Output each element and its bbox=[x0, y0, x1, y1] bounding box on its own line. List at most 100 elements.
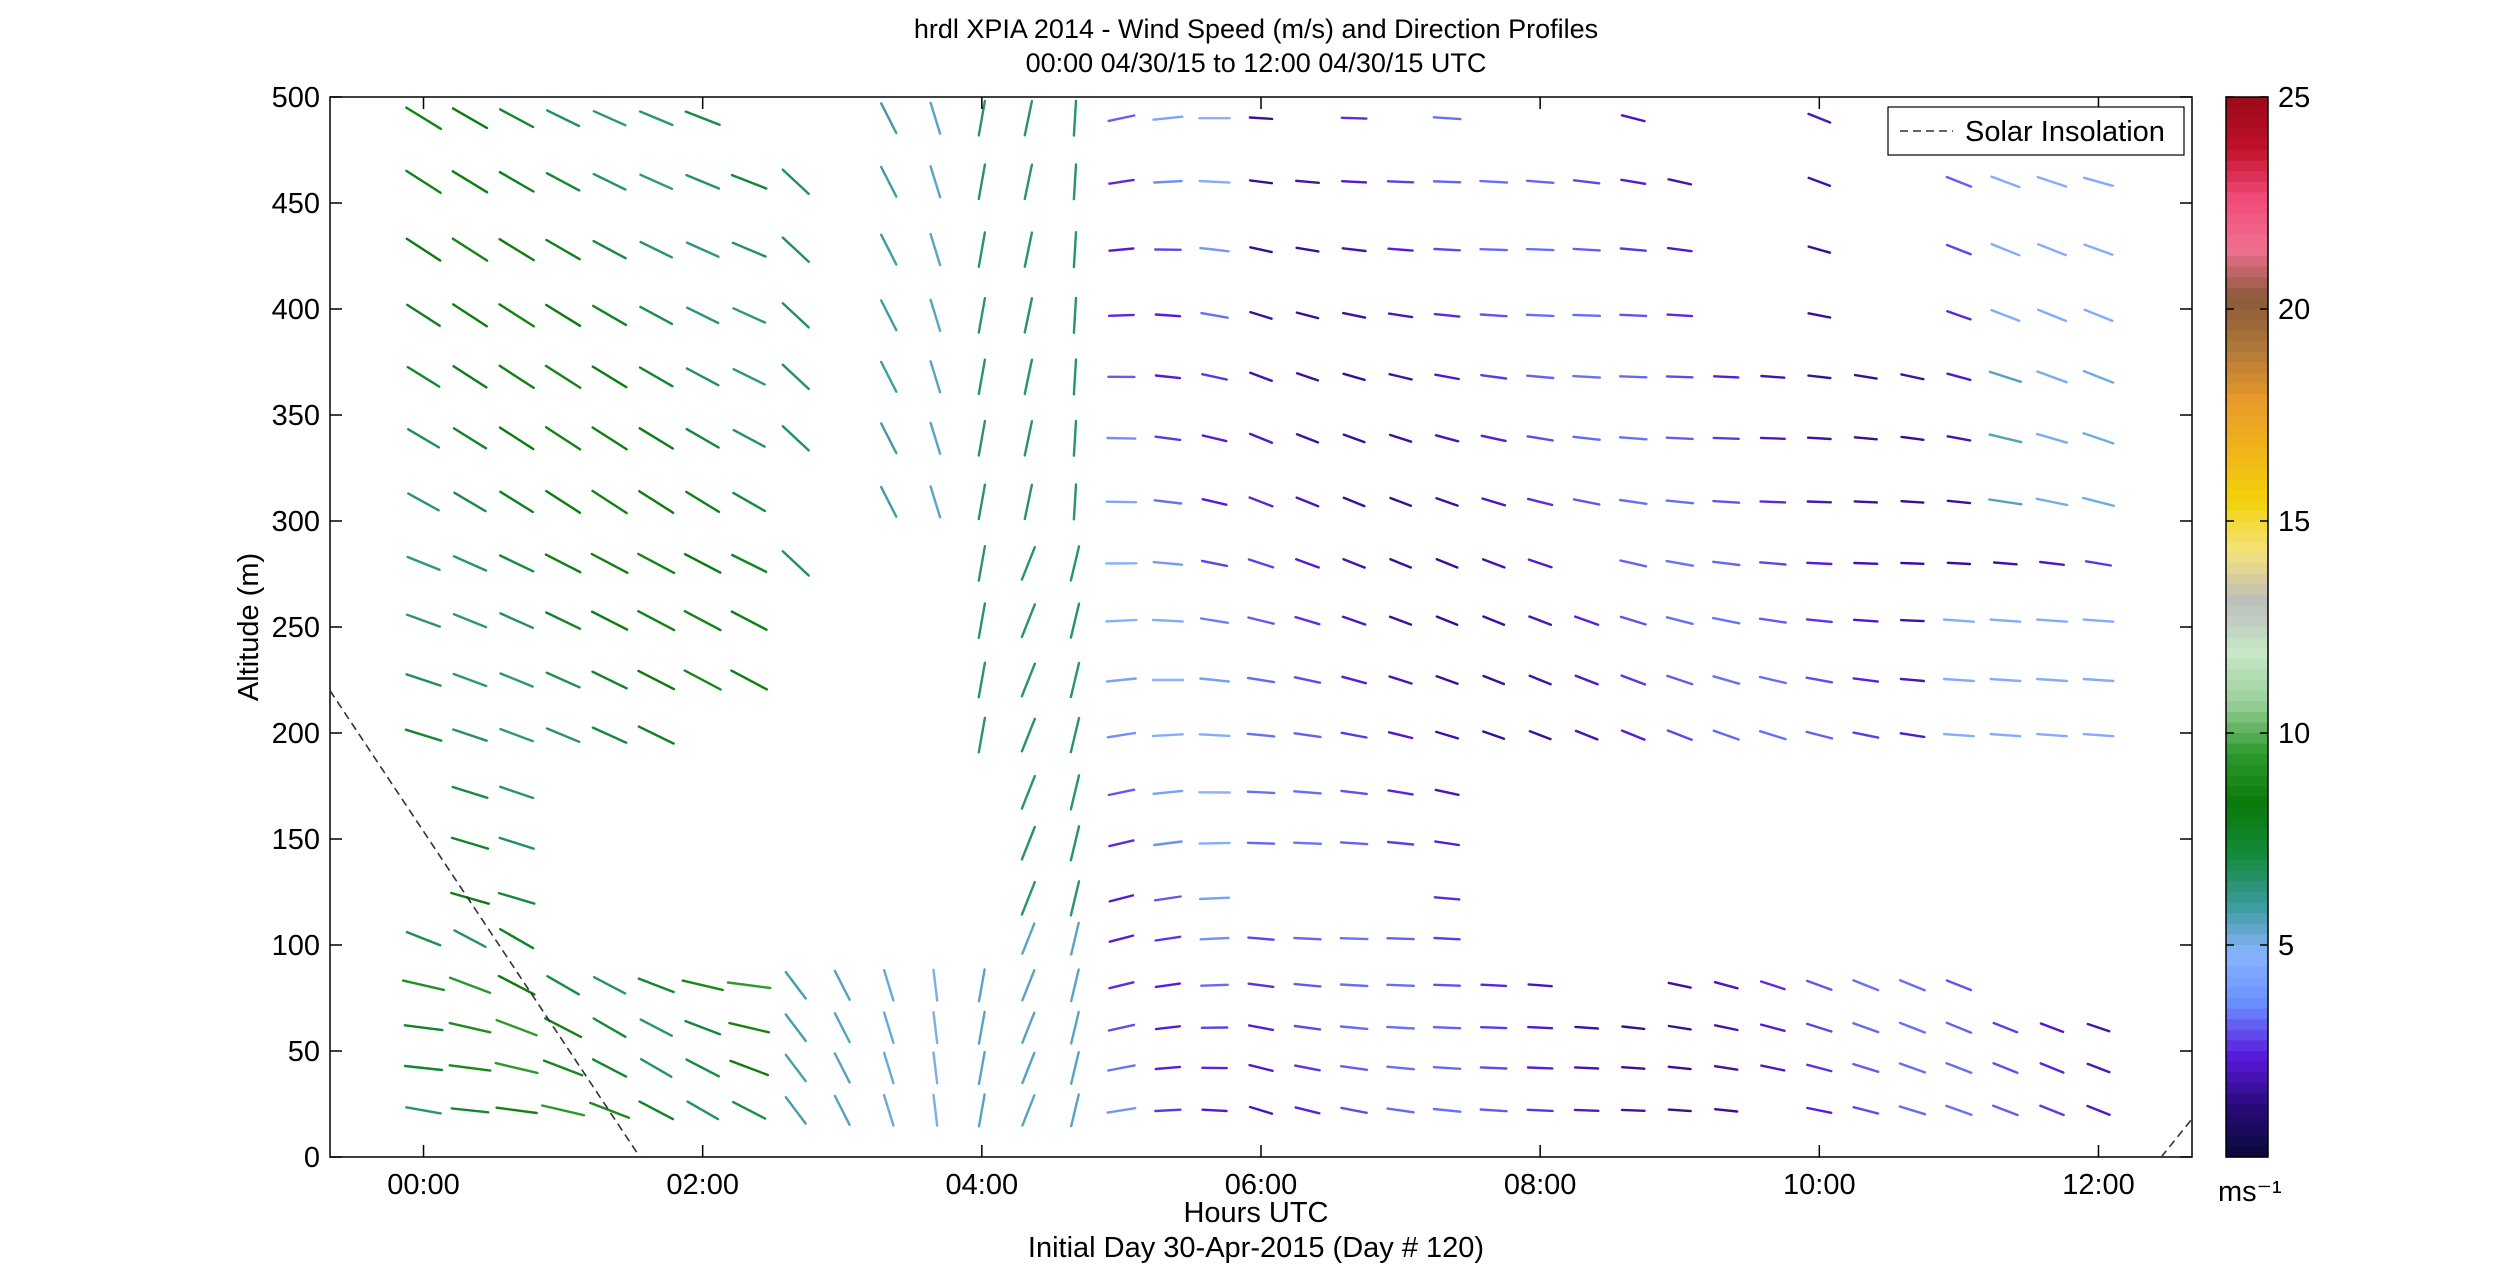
x-tick-label: 06:00 bbox=[1225, 1169, 1298, 1201]
wind-vector bbox=[1992, 1061, 2019, 1074]
colorbar-band bbox=[2226, 584, 2268, 596]
wind-vector bbox=[1388, 373, 1413, 381]
colorbar-band bbox=[2226, 605, 2268, 617]
wind-vector bbox=[1433, 936, 1461, 941]
wind-vector bbox=[1154, 313, 1182, 318]
wind-vector bbox=[1572, 374, 1602, 379]
wind-vector bbox=[1248, 116, 1274, 121]
wind-vector bbox=[1620, 114, 1646, 123]
wind-vector bbox=[1528, 674, 1552, 686]
wind-vector bbox=[685, 490, 721, 514]
colorbar-band bbox=[2226, 764, 2268, 776]
wind-vector bbox=[1666, 729, 1693, 741]
wind-vector bbox=[451, 170, 489, 194]
wind-vector bbox=[1152, 789, 1184, 795]
wind-vector bbox=[1712, 375, 1740, 379]
wind-vector bbox=[1759, 980, 1786, 991]
wind-vector bbox=[1807, 112, 1832, 124]
wind-vector bbox=[1945, 1061, 1973, 1074]
wind-vector bbox=[1946, 561, 1972, 566]
wind-vector bbox=[1946, 499, 1972, 505]
wind-vector bbox=[1069, 1010, 1080, 1045]
wind-vector bbox=[1072, 419, 1078, 457]
wind-vector bbox=[545, 489, 582, 514]
wind-vector bbox=[1295, 372, 1320, 382]
wind-vector bbox=[1341, 615, 1367, 626]
wind-vector bbox=[1573, 615, 1600, 626]
colorbar-band bbox=[2226, 987, 2268, 999]
wind-vector bbox=[1989, 618, 2022, 623]
wind-vector bbox=[1526, 435, 1554, 442]
colorbar-band bbox=[2226, 351, 2268, 363]
colorbar-band bbox=[2226, 499, 2268, 511]
wind-vector bbox=[2084, 560, 2113, 567]
wind-vector bbox=[1665, 375, 1694, 379]
wind-vector bbox=[591, 365, 628, 389]
wind-vector bbox=[1023, 163, 1034, 201]
wind-vector bbox=[1760, 1064, 1786, 1072]
wind-vector bbox=[1618, 436, 1648, 441]
wind-vector bbox=[1711, 560, 1741, 567]
wind-vector bbox=[781, 236, 810, 263]
wind-vector bbox=[1759, 1023, 1786, 1033]
legend: Solar Insolation bbox=[1887, 106, 2185, 156]
plot-area bbox=[329, 96, 2193, 1158]
colorbar-band bbox=[2226, 415, 2268, 427]
colorbar-band bbox=[2226, 817, 2268, 829]
wind-vector bbox=[1020, 717, 1037, 753]
wind-vector bbox=[1339, 1025, 1369, 1031]
wind-vector bbox=[977, 1093, 986, 1128]
y-tick-label: 400 bbox=[272, 294, 320, 326]
wind-vector bbox=[499, 490, 534, 514]
wind-vector bbox=[1805, 1022, 1833, 1033]
wind-vector bbox=[784, 1053, 807, 1083]
wind-vector bbox=[639, 173, 674, 191]
wind-vector bbox=[452, 427, 488, 450]
wind-vector bbox=[1805, 730, 1834, 740]
wind-vector bbox=[1759, 500, 1787, 504]
legend-box bbox=[1887, 106, 2185, 156]
colorbar-band bbox=[2226, 192, 2268, 204]
wind-vector bbox=[544, 553, 582, 574]
colorbar-band bbox=[2226, 1061, 2268, 1073]
wind-vector bbox=[1021, 1051, 1036, 1085]
wind-vector bbox=[1667, 1108, 1692, 1113]
wind-vector bbox=[1900, 500, 1925, 504]
colorbar-band bbox=[2226, 913, 2268, 925]
wind-vector bbox=[2036, 308, 2068, 323]
wind-vector bbox=[2035, 432, 2069, 444]
wind-vector bbox=[403, 1064, 444, 1072]
x-tick-label: 12:00 bbox=[2062, 1169, 2135, 1201]
wind-vector bbox=[1153, 179, 1183, 184]
wind-vector bbox=[1246, 676, 1276, 684]
wind-vector bbox=[1572, 179, 1601, 185]
wind-vector bbox=[1293, 982, 1322, 988]
wind-vector bbox=[932, 1011, 939, 1045]
wind-vector bbox=[544, 426, 582, 451]
wind-vector bbox=[1945, 979, 1973, 992]
wind-vector bbox=[1988, 498, 2023, 506]
wind-vector bbox=[1020, 603, 1037, 639]
wind-vector bbox=[404, 728, 443, 742]
wind-vector bbox=[932, 968, 939, 1002]
wind-vector bbox=[1621, 1025, 1646, 1031]
wind-vector bbox=[1988, 433, 2023, 444]
colorbar-band bbox=[2226, 902, 2268, 914]
colorbar-band bbox=[2226, 690, 2268, 702]
wind-vector bbox=[929, 232, 942, 267]
wind-vector bbox=[1340, 1106, 1368, 1115]
wind-vector bbox=[1758, 561, 1787, 566]
wind-vector bbox=[929, 165, 942, 199]
wind-vector bbox=[1341, 675, 1368, 685]
wind-vector bbox=[1339, 983, 1369, 988]
wind-vector bbox=[1342, 558, 1366, 569]
wind-vector bbox=[1386, 983, 1416, 987]
wind-vector bbox=[1433, 247, 1462, 252]
wind-vector bbox=[1107, 114, 1136, 123]
wind-vector bbox=[1341, 247, 1367, 253]
colorbar-band bbox=[2226, 319, 2268, 331]
wind-vector bbox=[1574, 674, 1599, 686]
wind-vector bbox=[1435, 730, 1460, 740]
wind-vector bbox=[728, 1021, 771, 1034]
